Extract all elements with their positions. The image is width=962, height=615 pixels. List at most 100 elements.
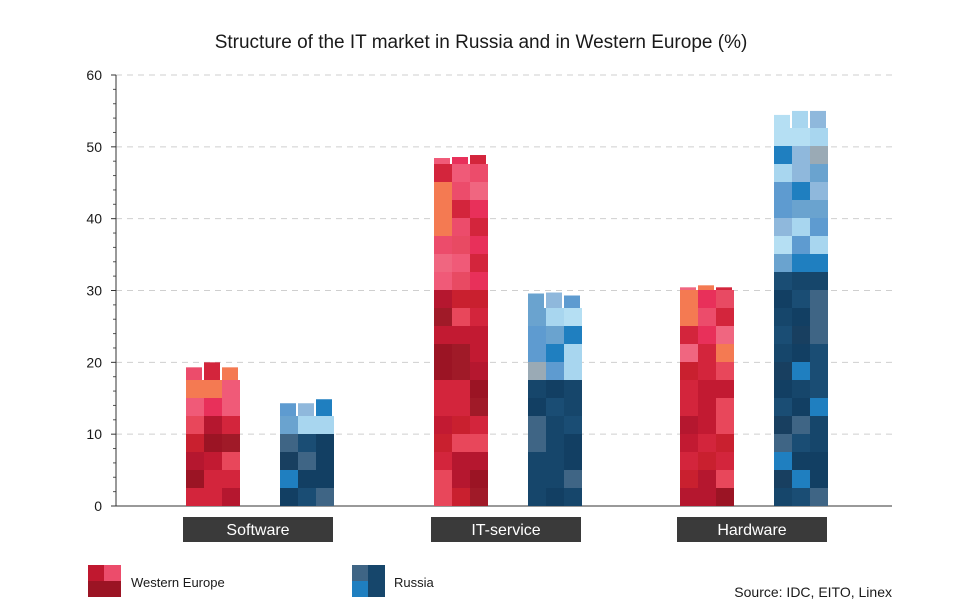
bar-tile (546, 326, 564, 344)
bar-tile (316, 399, 332, 416)
bar-tile (528, 362, 546, 380)
bar-tile (810, 236, 828, 254)
chart-title: Structure of the IT market in Russia and… (214, 32, 748, 53)
bar-tile (810, 362, 828, 380)
bar-tile (792, 416, 810, 434)
bar-tile (774, 272, 792, 290)
bar-tile (452, 470, 470, 488)
legend-russia: Russia (352, 565, 434, 599)
bar-tile (186, 398, 204, 416)
bar-tile (470, 272, 488, 290)
bar-tile (680, 290, 698, 308)
bar-tile (470, 218, 488, 236)
bar-tile (186, 367, 202, 380)
bar-tile (470, 326, 488, 344)
bar-tile (716, 470, 734, 488)
bar-tile (680, 470, 698, 488)
bar-tile (470, 308, 488, 326)
bar-tile (204, 362, 220, 380)
bar-tile (452, 398, 470, 416)
bar-tile (470, 452, 488, 470)
bar-tile (222, 416, 240, 434)
bar-tile (716, 416, 734, 434)
bar-tile (528, 308, 546, 326)
bar-tile (452, 434, 470, 452)
bar-tile (452, 290, 470, 308)
bar-tile (452, 182, 470, 200)
y-tick-label: 10 (86, 426, 102, 442)
bar-tile (774, 128, 792, 146)
bar-tile (222, 380, 240, 398)
bar-tile (546, 292, 562, 308)
legend-western-europe: Western Europe (88, 565, 225, 599)
bar-tile (528, 344, 546, 362)
bar-tile (528, 434, 546, 452)
bar-tile (452, 416, 470, 434)
bar-tile (528, 452, 546, 470)
bar-tile (316, 416, 334, 434)
bar-tile (792, 110, 808, 128)
bar-tile (452, 326, 470, 344)
bar-tile (434, 344, 452, 362)
bar-tile (810, 182, 828, 200)
bar-tile (792, 380, 810, 398)
bar-tile (792, 254, 810, 272)
legend-swatch-russia (352, 565, 385, 597)
bar-tile (774, 380, 792, 398)
y-tick-label: 0 (94, 498, 102, 514)
bar-tile (452, 488, 470, 506)
bar-tile (564, 452, 582, 470)
bar-tile (298, 452, 316, 470)
bar-tile (774, 164, 792, 182)
bar-tile (792, 290, 810, 308)
bar-tile (698, 326, 716, 344)
bar-tile (716, 434, 734, 452)
bar-tile (774, 362, 792, 380)
bar-tile (316, 434, 334, 452)
bar-tile (792, 398, 810, 416)
bar-tile (316, 470, 334, 488)
bar-tile (716, 308, 734, 326)
y-tick-label: 50 (86, 139, 102, 155)
bar-tile (546, 488, 564, 506)
bar-tile (680, 380, 698, 398)
legend-swatch-western-europe (88, 565, 121, 597)
bar-tile (774, 326, 792, 344)
bar-tile (680, 362, 698, 380)
bar-tile (564, 416, 582, 434)
bar-tile (434, 470, 452, 488)
bar-tile (452, 344, 470, 362)
bar-tile (716, 287, 732, 290)
bar-tile (528, 416, 546, 434)
bar-tile (434, 434, 452, 452)
bar-tile (810, 344, 828, 362)
bar-tile (810, 488, 828, 506)
bar-tile (792, 218, 810, 236)
bar-tile (434, 416, 452, 434)
bar-tile (774, 254, 792, 272)
bar-tile (204, 452, 222, 470)
bar-tile (434, 200, 452, 218)
bar-tile (546, 434, 564, 452)
bar-tile (716, 380, 734, 398)
bar-tile (810, 164, 828, 182)
bar-tile (222, 434, 240, 452)
bar-tile (698, 290, 716, 308)
bar-tile (564, 434, 582, 452)
bar-tile (528, 488, 546, 506)
bar-tile (680, 287, 696, 290)
bar-tile (774, 290, 792, 308)
bar-tile (452, 272, 470, 290)
bar-tile (298, 470, 316, 488)
bar-tile (452, 236, 470, 254)
y-tick-label: 30 (86, 283, 102, 299)
bar-tile (470, 416, 488, 434)
bar-tile (698, 308, 716, 326)
bar-tile (716, 326, 734, 344)
bar-tile (792, 434, 810, 452)
bar-tile (680, 308, 698, 326)
bar-tile (546, 362, 564, 380)
bar-tile (204, 470, 222, 488)
bar-tile (470, 398, 488, 416)
bar-tile (792, 470, 810, 488)
